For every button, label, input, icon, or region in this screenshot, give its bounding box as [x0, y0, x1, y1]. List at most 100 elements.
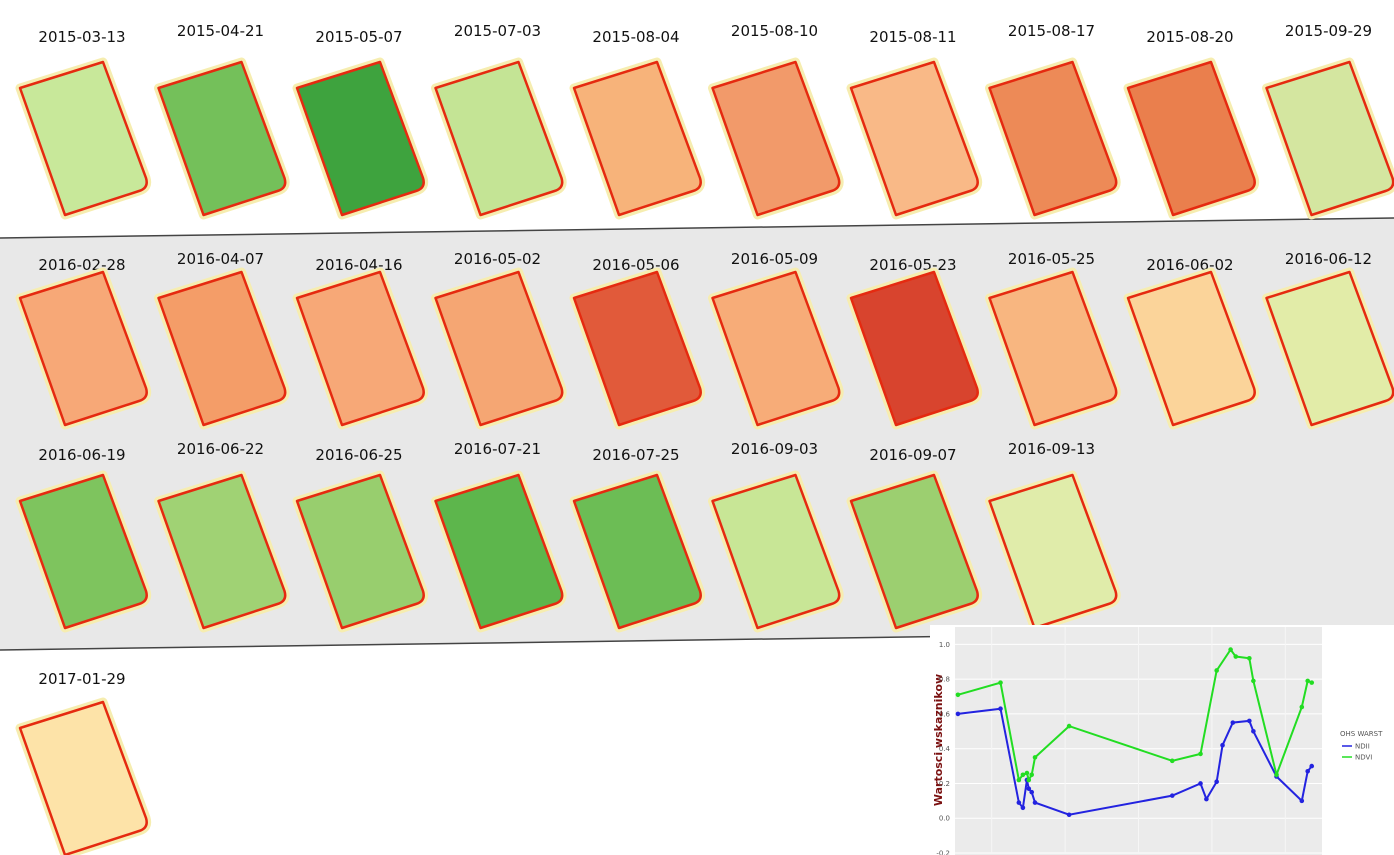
- point: [1033, 755, 1038, 760]
- legend-title: OHS WARST: [1340, 730, 1383, 738]
- field: [851, 62, 978, 215]
- point: [1251, 729, 1256, 734]
- y-tick-label: 0.4: [939, 745, 951, 753]
- point: [1067, 812, 1072, 817]
- date-label: 2016-09-03: [731, 440, 818, 458]
- point: [1309, 680, 1314, 685]
- y-tick-label: 0.2: [939, 780, 950, 788]
- field: [20, 702, 147, 855]
- field-area: [297, 62, 424, 215]
- y-tick-label: 0.0: [939, 815, 950, 823]
- field-area: [990, 62, 1117, 215]
- date-label: 2016-07-21: [454, 440, 541, 458]
- date-label: 2015-08-11: [869, 28, 956, 46]
- point: [1233, 654, 1238, 659]
- legend-label: NDVI: [1355, 754, 1372, 762]
- field-area: [851, 62, 978, 215]
- field: [574, 62, 701, 215]
- point: [1309, 764, 1314, 769]
- point: [956, 712, 961, 717]
- field-area: [1128, 62, 1255, 215]
- point: [1247, 719, 1252, 724]
- date-label: 2015-08-20: [1146, 28, 1233, 46]
- point: [1170, 793, 1175, 798]
- point: [1305, 679, 1310, 684]
- field: [1267, 62, 1394, 215]
- point: [1300, 705, 1305, 710]
- point: [1251, 679, 1256, 684]
- point: [1247, 656, 1252, 661]
- date-label: 2016-05-02: [454, 250, 541, 268]
- y-tick-label: 1.0: [939, 641, 950, 649]
- date-label: 2016-06-22: [177, 440, 264, 458]
- point: [1198, 752, 1203, 757]
- point: [1021, 806, 1026, 811]
- point: [1029, 772, 1034, 777]
- field-area: [574, 62, 701, 215]
- field-area: [1267, 62, 1394, 215]
- point: [956, 693, 961, 698]
- field-area: [436, 62, 563, 215]
- y-tick-label: -0.2: [936, 850, 950, 855]
- date-label: 2016-04-16: [315, 256, 402, 274]
- date-label: 2016-07-25: [592, 446, 679, 464]
- date-label: 2016-05-23: [869, 256, 956, 274]
- point: [1017, 778, 1022, 783]
- point: [1231, 720, 1236, 725]
- date-label: 2015-08-04: [592, 28, 679, 46]
- field: [159, 62, 286, 215]
- date-label: 2015-08-10: [731, 22, 818, 40]
- date-label: 2015-09-29: [1285, 22, 1372, 40]
- legend-label: NDII: [1355, 743, 1370, 751]
- field-area: [20, 62, 147, 215]
- field: [1128, 62, 1255, 215]
- point: [1170, 759, 1175, 764]
- date-label: 2016-06-19: [38, 446, 125, 464]
- date-label: 2016-06-02: [1146, 256, 1233, 274]
- date-label: 2015-05-07: [315, 28, 402, 46]
- date-label: 2016-06-12: [1285, 250, 1372, 268]
- y-tick-label: 0.8: [939, 676, 950, 684]
- point: [998, 680, 1003, 685]
- point: [1029, 790, 1034, 795]
- field-area: [713, 62, 840, 215]
- date-label: 2015-04-21: [177, 22, 264, 40]
- point: [1017, 800, 1022, 805]
- date-label: 2016-05-25: [1008, 250, 1095, 268]
- point: [1228, 647, 1233, 652]
- figure: 2015-03-13 2015-04-21 2015-05-07 2015-07-03…: [0, 0, 1394, 855]
- field-area: [20, 702, 147, 855]
- date-label: 2016-04-07: [177, 250, 264, 268]
- point: [1274, 772, 1279, 777]
- field-area: [159, 62, 286, 215]
- point: [1204, 797, 1209, 802]
- field: [297, 62, 424, 215]
- field: [713, 62, 840, 215]
- y-tick-label: 0.6: [939, 710, 951, 718]
- date-label: 2015-03-13: [38, 28, 125, 46]
- point: [1033, 800, 1038, 805]
- field: [990, 62, 1117, 215]
- point: [1021, 772, 1026, 777]
- point: [1067, 724, 1072, 729]
- date-label: 2016-05-09: [731, 250, 818, 268]
- point: [1025, 771, 1030, 776]
- field: [20, 62, 147, 215]
- date-label: 2015-07-03: [454, 22, 541, 40]
- chart: Wartosci wskaznikow OHS WARST -0.20.00.2…: [930, 625, 1394, 855]
- date-label: 2015-08-17: [1008, 22, 1095, 40]
- date-label: 2016-09-07: [869, 446, 956, 464]
- point: [1198, 781, 1203, 786]
- point: [1214, 779, 1219, 784]
- date-label: 2016-05-06: [592, 256, 679, 274]
- date-label: 2016-02-28: [38, 256, 125, 274]
- date-label: 2016-09-13: [1008, 440, 1095, 458]
- point: [1214, 668, 1219, 673]
- point: [998, 706, 1003, 711]
- point: [1305, 769, 1310, 774]
- field: [436, 62, 563, 215]
- point: [1300, 799, 1305, 804]
- date-label: 2017-01-29: [38, 670, 125, 688]
- point: [1026, 778, 1031, 783]
- date-label: 2016-06-25: [315, 446, 402, 464]
